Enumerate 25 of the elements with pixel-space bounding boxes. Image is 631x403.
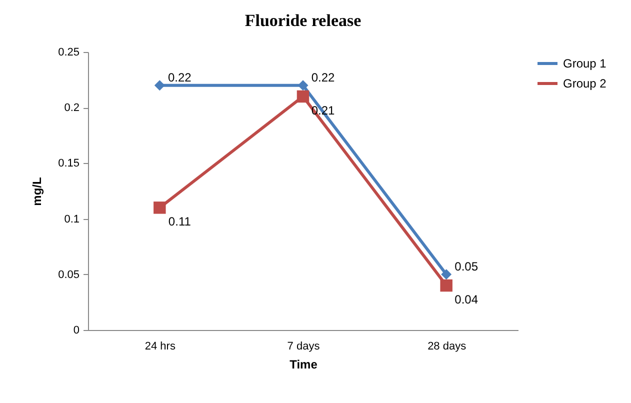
y-tick-label: 0.25: [58, 46, 80, 58]
legend-label: Group 1: [563, 56, 607, 70]
y-tick-label: 0: [73, 324, 80, 336]
y-axis-title: mg/L: [30, 177, 44, 206]
point: [154, 80, 165, 91]
x-tick-label: 28 days: [428, 340, 467, 352]
data-label: 0.22: [311, 70, 335, 84]
point: [296, 90, 310, 103]
data-label: 0.22: [168, 70, 192, 84]
y-tick-label: 0.1: [64, 213, 80, 226]
data-label: 0.04: [454, 292, 478, 307]
y-tick-label: 0.2: [64, 102, 80, 114]
y-tick-label: 0.15: [58, 158, 80, 170]
data-label: 0.05: [454, 259, 478, 274]
x-tick-label: 7 days: [287, 340, 320, 352]
point: [441, 269, 452, 280]
point: [154, 202, 166, 214]
data-label: 0.11: [168, 214, 192, 229]
point: [298, 80, 308, 91]
legend-label: Group 2: [563, 76, 607, 90]
chart-title: Fluoride release: [244, 11, 362, 30]
point: [440, 279, 452, 292]
x-axis-title: Time: [290, 358, 318, 372]
x-tick-label: 24 hrs: [144, 340, 176, 352]
y-tick-label: 0.05: [58, 268, 80, 281]
